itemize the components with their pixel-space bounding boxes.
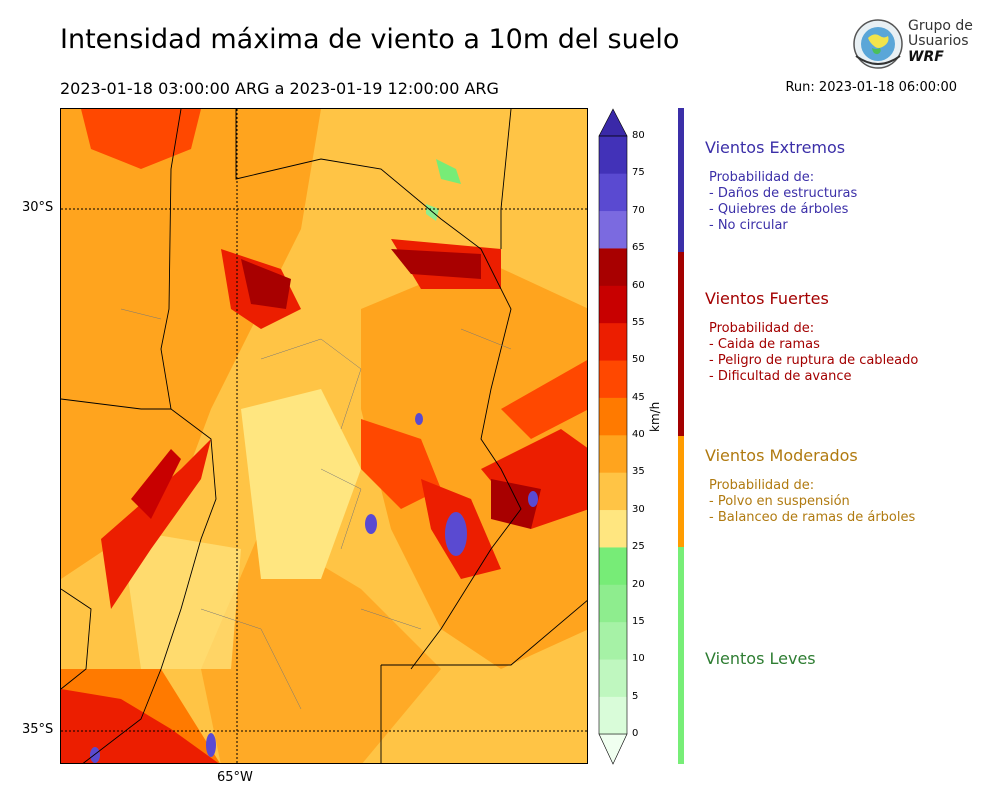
colorbar-segment: [599, 509, 627, 548]
logo-line-3: WRF: [908, 49, 944, 65]
forecast-period: 2023-01-18 03:00:00 ARG a 2023-01-19 12:…: [60, 79, 499, 98]
colorbar-segment: [599, 659, 627, 697]
wind-map-field: [61, 109, 587, 763]
colorbar-tick-label: 50: [632, 354, 645, 366]
colorbar-segment: [599, 472, 627, 511]
run-timestamp: Run: 2023-01-18 06:00:00: [785, 80, 957, 95]
map-title: Intensidad máxima de viento a 10m del su…: [60, 24, 680, 55]
category-moderate-line: Probabilidad de:: [709, 478, 815, 493]
category-extreme: Vientos Extremos Probabilidad de: - Daño…: [705, 138, 995, 234]
colorbar-tick-label: 45: [632, 391, 645, 403]
category-strong-line: - Dificultad de avance: [709, 369, 852, 384]
colorbar-segment: [599, 285, 627, 324]
category-strong-line: - Peligro de ruptura de cableado: [709, 353, 919, 368]
category-moderate-line: - Balanceo de ramas de árboles: [709, 510, 916, 525]
colorbar-over-triangle: [598, 108, 628, 137]
colorbar-tick-label: 40: [632, 429, 645, 440]
extreme-category-bar: [678, 108, 684, 252]
colorbar-tick-label: 0: [632, 728, 639, 739]
colorbar-segment: [599, 584, 627, 623]
moderate-category-bar: [678, 436, 684, 547]
category-moderate: Vientos Moderados Probabilidad de: - Pol…: [705, 446, 995, 526]
colorbar-tick-label: 20: [632, 578, 645, 590]
logo-line-1: Grupo de: [908, 18, 973, 34]
colorbar-tick-label: 80: [632, 130, 645, 141]
category-extreme-line: - No circular: [709, 218, 788, 233]
globe-logo-icon: [853, 19, 903, 69]
colorbar-tick-label: 5: [632, 690, 639, 702]
category-moderate-title: Vientos Moderados: [705, 446, 858, 465]
logo-line-2: Usuarios: [908, 33, 969, 49]
category-extreme-line: - Quiebres de árboles: [709, 202, 849, 217]
category-light-title: Vientos Leves: [705, 649, 816, 668]
colorbar-unit: km/h: [648, 401, 662, 432]
category-extreme-line: Probabilidad de:: [709, 170, 815, 185]
category-strong: Vientos Fuertes Probabilidad de: - Caida…: [705, 289, 995, 385]
category-extreme-line: - Daños de estructuras: [709, 186, 858, 201]
category-moderate-line: - Polvo en suspensión: [709, 494, 850, 509]
category-extreme-title: Vientos Extremos: [705, 138, 846, 157]
colorbar-segment: [599, 136, 627, 174]
wrf-logo: Grupo de Usuarios WRF: [850, 16, 980, 74]
colorbar-tick-label: 25: [632, 541, 645, 553]
colorbar-segment: [599, 547, 627, 585]
colorbar-tick-label: 70: [632, 204, 645, 216]
colorbar-segment: [599, 210, 627, 249]
colorbar-tick-label: 10: [632, 653, 645, 665]
colorbar-segment: [599, 360, 627, 398]
colorbar-tick-label: 60: [632, 279, 645, 291]
lon-tick-65w: 65°W: [217, 770, 253, 785]
colorbar-segment: [599, 696, 627, 735]
category-light: Vientos Leves: [705, 649, 995, 668]
colorbar-tick-label: 15: [632, 615, 645, 627]
colorbar-tick-label: 35: [632, 466, 645, 478]
colorbar-tick-label: 65: [632, 242, 645, 254]
lat-tick-35s: 35°S: [22, 722, 54, 737]
category-strong-line: - Caida de ramas: [709, 337, 820, 352]
strong-category-bar: [678, 252, 684, 436]
colorbar-frame: [598, 135, 628, 735]
lat-tick-30s: 30°S: [22, 200, 54, 215]
colorbar-under-triangle: [598, 733, 628, 765]
light-category-bar: [678, 547, 684, 764]
colorbar-tick-label: 75: [632, 167, 645, 179]
colorbar-tick-label: 30: [632, 503, 645, 515]
category-strong-line: Probabilidad de:: [709, 321, 815, 336]
wind-speed-map: [60, 108, 588, 764]
category-strong-title: Vientos Fuertes: [705, 289, 829, 308]
colorbar-segment: [599, 173, 627, 212]
colorbar-tick-label: 55: [632, 316, 645, 328]
colorbar-segment: [599, 621, 627, 660]
colorbar-segment: [599, 248, 627, 286]
colorbar-segment: [599, 322, 627, 361]
wind-speed-colorbar: [598, 108, 628, 765]
colorbar-segment: [599, 397, 627, 436]
colorbar-segment: [599, 435, 627, 473]
